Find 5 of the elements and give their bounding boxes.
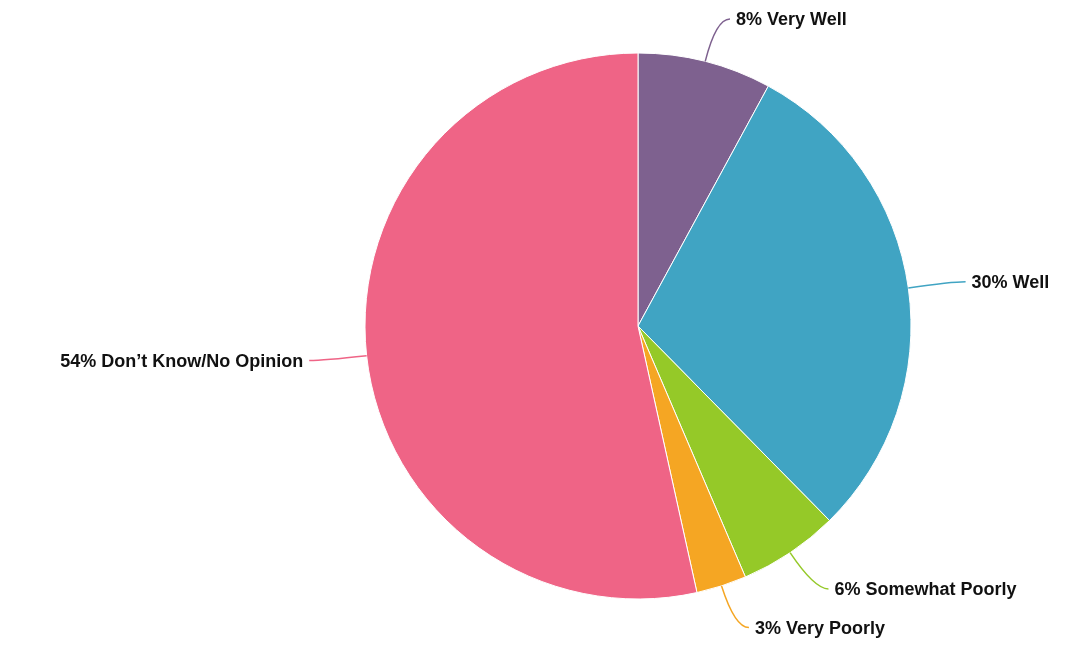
slice-label: 3% Very Poorly [754,617,885,638]
slice-label: 8% Very Well [735,9,847,30]
slice-label: 54% Don’t Know/No Opinion [60,350,304,371]
slice-label: 6% Somewhat Poorly [834,579,1017,600]
slice-label: 30% Well [971,272,1050,293]
